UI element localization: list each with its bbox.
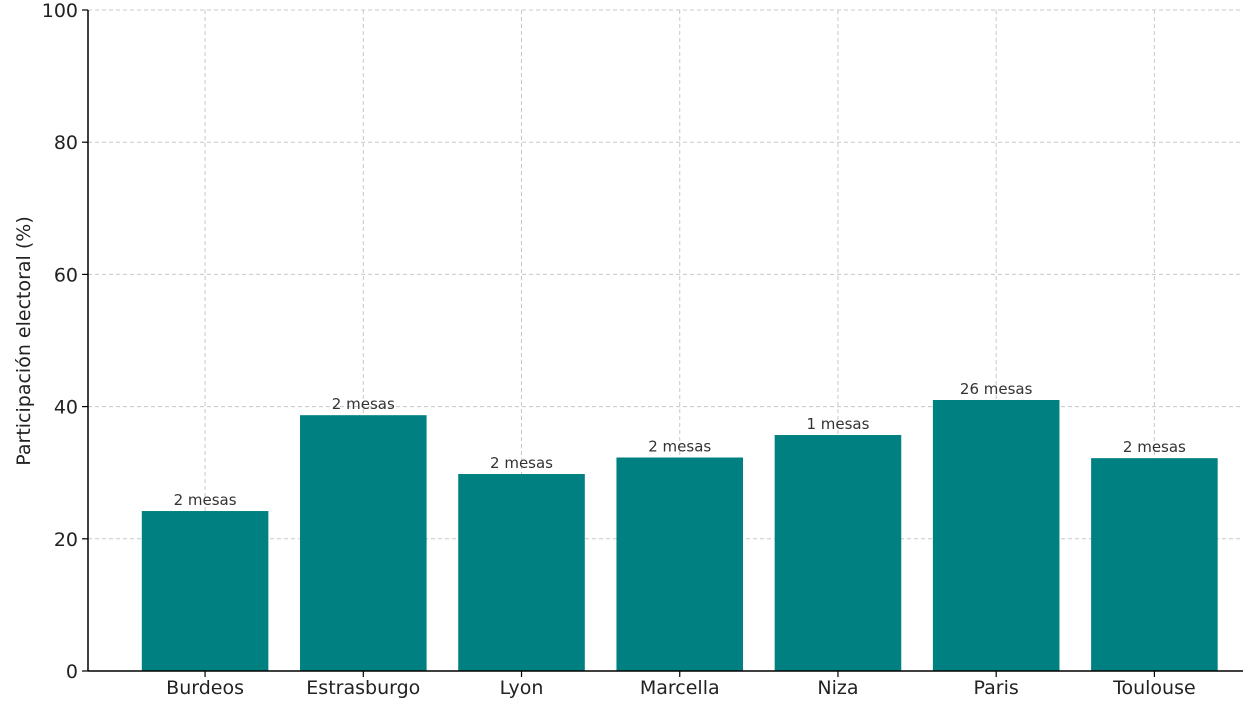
x-tick-label: Estrasburgo [306, 677, 420, 699]
y-tick-label: 100 [42, 0, 78, 22]
bar [774, 435, 902, 671]
x-tick-label: Niza [817, 677, 858, 699]
y-axis-label: Participación electoral (%) [13, 216, 35, 465]
bar-value-label: 2 mesas [332, 395, 395, 413]
grid [88, 9, 1243, 671]
tick-labels: 0 20 40 60 80 100 Burdeos Estrasburgo Lyon Marcel… [42, 0, 1196, 699]
bar-value-label: 2 mesas [174, 491, 237, 509]
y-tick-label: 60 [54, 264, 78, 286]
bar [616, 457, 744, 671]
y-tick-label: 0 [66, 661, 78, 683]
y-tick-label: 40 [54, 397, 78, 419]
y-tick-label: 20 [54, 529, 78, 551]
bar [458, 474, 585, 671]
bar-labels: 2 mesas 2 mesas 2 mesas 2 mesas 1 mesas 26 me… [174, 380, 1186, 509]
bar-value-label: 26 mesas [960, 380, 1033, 398]
y-tick-label: 80 [54, 132, 78, 154]
bar [141, 511, 269, 671]
x-tick-label: Lyon [500, 677, 544, 699]
x-tick-label: Toulouse [1112, 677, 1196, 699]
bar [1091, 458, 1218, 671]
bar-value-label: 1 mesas [806, 415, 869, 433]
x-tick-label: Marcella [640, 677, 720, 699]
bar-value-label: 2 mesas [1123, 438, 1186, 456]
bar [932, 399, 1060, 671]
bar-value-label: 2 mesas [490, 454, 553, 472]
x-tick-label: Burdeos [166, 677, 244, 699]
bar [300, 415, 427, 671]
x-tick-label: Paris [974, 677, 1019, 699]
bar-value-label: 2 mesas [648, 437, 711, 455]
axes [82, 9, 1243, 677]
bars [141, 399, 1218, 671]
